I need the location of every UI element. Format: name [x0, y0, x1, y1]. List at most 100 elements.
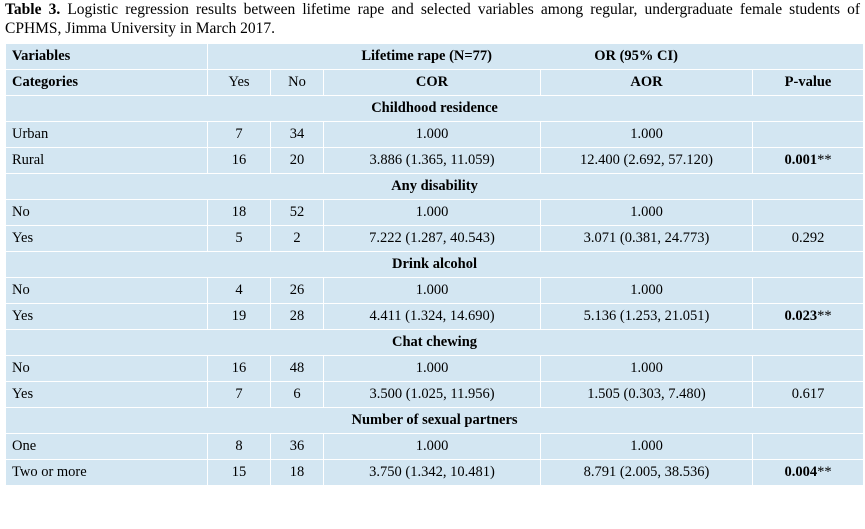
cell-pvalue: [751, 433, 865, 460]
cell-no: 18: [270, 459, 324, 486]
section-row: Chat chewing: [4, 329, 865, 356]
header-variables: Variables: [5, 43, 208, 70]
cell-no: 6: [270, 381, 324, 408]
table-row: Yes 7 6 3.500 (1.025, 11.956) 1.505 (0.303, …: [5, 381, 865, 408]
cell-pvalue: 0.023**: [751, 303, 865, 330]
cell-cor: 1.000: [323, 199, 541, 226]
cell-category: No: [5, 277, 208, 304]
cell-no: 28: [270, 303, 324, 330]
cell-category: Rural: [5, 147, 208, 174]
cell-category: One: [5, 433, 208, 460]
cell-category: No: [5, 199, 208, 226]
pvalue-number: 0.617: [791, 386, 825, 402]
cell-cor: 3.886 (1.365, 11.059): [323, 147, 541, 174]
cell-pvalue: 0.001**: [751, 147, 865, 174]
cell-no: 48: [270, 355, 324, 382]
cell-aor: 5.136 (1.253, 21.051): [540, 303, 753, 330]
pvalue-significance: **: [817, 464, 832, 480]
section-title: Childhood residence: [4, 95, 865, 122]
cell-cor: 3.750 (1.342, 10.481): [323, 459, 541, 486]
cell-yes: 7: [207, 121, 271, 148]
cell-yes: 4: [207, 277, 271, 304]
table-row: Yes 5 2 7.222 (1.287, 40.543) 3.071 (0.381, …: [5, 225, 865, 252]
section-title: Drink alcohol: [4, 251, 865, 278]
header-group: Lifetime rape (N=77) OR (95% CI): [206, 43, 865, 70]
cell-aor: 1.000: [540, 433, 753, 460]
cell-pvalue: 0.617: [751, 381, 865, 408]
cell-aor: 1.000: [540, 355, 753, 382]
cell-no: 34: [270, 121, 324, 148]
cell-aor: 1.000: [540, 121, 753, 148]
table-caption: Table 3. Logistic regression results bet…: [5, 0, 860, 38]
table-row: Yes 19 28 4.411 (1.324, 14.690) 5.136 (1.253…: [5, 303, 865, 330]
cell-aor: 8.791 (2.005, 38.536): [540, 459, 753, 486]
cell-cor: 1.000: [323, 277, 541, 304]
cell-yes: 18: [207, 199, 271, 226]
cell-cor: 1.000: [323, 433, 541, 460]
table-row: Rural 16 20 3.886 (1.365, 11.059) 12.400 (2.…: [5, 147, 865, 174]
cell-yes: 16: [207, 147, 271, 174]
header-cor: COR: [323, 69, 541, 96]
cell-aor: 3.071 (0.381, 24.773): [540, 225, 753, 252]
cell-yes: 19: [207, 303, 271, 330]
cell-pvalue: [751, 355, 865, 382]
cell-aor: 12.400 (2.692, 57.120): [540, 147, 753, 174]
cell-pvalue: 0.292: [751, 225, 865, 252]
cell-cor: 3.500 (1.025, 11.956): [323, 381, 541, 408]
section-title: Any disability: [4, 173, 865, 200]
cell-no: 2: [270, 225, 324, 252]
cell-no: 36: [270, 433, 324, 460]
table-row: No 4 26 1.000 1.000: [5, 277, 865, 304]
cell-cor: 1.000: [323, 355, 541, 382]
table-row: No 18 52 1.000 1.000: [5, 199, 865, 226]
pvalue-number: 0.023: [784, 308, 818, 324]
cell-aor: 1.000: [540, 277, 753, 304]
cell-pvalue: 0.004**: [751, 459, 865, 486]
cell-no: 26: [270, 277, 324, 304]
header-pvalue: P-value: [751, 69, 865, 96]
cell-cor: 1.000: [323, 121, 541, 148]
regression-table: Variables Lifetime rape (N=77) OR (95% CI…: [4, 43, 865, 486]
cell-yes: 16: [207, 355, 271, 382]
cell-no: 52: [270, 199, 324, 226]
cell-yes: 5: [207, 225, 271, 252]
header-yes: Yes: [207, 69, 271, 96]
cell-pvalue: [751, 199, 865, 226]
table-body: Variables Lifetime rape (N=77) OR (95% CI…: [4, 43, 865, 486]
cell-no: 20: [270, 147, 324, 174]
caption-text: Logistic regression results between life…: [5, 1, 860, 37]
section-row: Childhood residence: [4, 95, 865, 122]
cell-yes: 8: [207, 433, 271, 460]
header-row-1: Variables Lifetime rape (N=77) OR (95% CI…: [5, 43, 865, 70]
header-row-2: Categories Yes No COR AOR P-value: [5, 69, 865, 96]
header-or-ci: OR (95% CI): [594, 48, 678, 64]
cell-pvalue: [751, 277, 865, 304]
section-title: Number of sexual partners: [4, 407, 865, 434]
cell-pvalue: [751, 121, 865, 148]
header-no: No: [270, 69, 324, 96]
section-row: Number of sexual partners: [4, 407, 865, 434]
cell-cor: 7.222 (1.287, 40.543): [323, 225, 541, 252]
table-row: Two or more 15 18 3.750 (1.342, 10.481) 8.79…: [5, 459, 865, 486]
cell-category: Two or more: [5, 459, 208, 486]
cell-yes: 7: [207, 381, 271, 408]
header-lifetime-rape: Lifetime rape (N=77): [361, 48, 492, 64]
cell-category: Yes: [5, 225, 208, 252]
cell-aor: 1.000: [540, 199, 753, 226]
pvalue-number: 0.292: [791, 230, 825, 246]
cell-category: Yes: [5, 303, 208, 330]
cell-aor: 1.505 (0.303, 7.480): [540, 381, 753, 408]
header-aor: AOR: [540, 69, 753, 96]
table-row: One 8 36 1.000 1.000: [5, 433, 865, 460]
table-row: No 16 48 1.000 1.000: [5, 355, 865, 382]
pvalue-number: 0.004: [784, 464, 818, 480]
caption-label: Table 3.: [5, 1, 61, 18]
pvalue-significance: **: [817, 152, 832, 168]
pvalue-significance: **: [817, 308, 832, 324]
cell-cor: 4.411 (1.324, 14.690): [323, 303, 541, 330]
table-row: Urban 7 34 1.000 1.000: [5, 121, 865, 148]
section-title: Chat chewing: [4, 329, 865, 356]
cell-category: No: [5, 355, 208, 382]
cell-category: Urban: [5, 121, 208, 148]
cell-yes: 15: [207, 459, 271, 486]
